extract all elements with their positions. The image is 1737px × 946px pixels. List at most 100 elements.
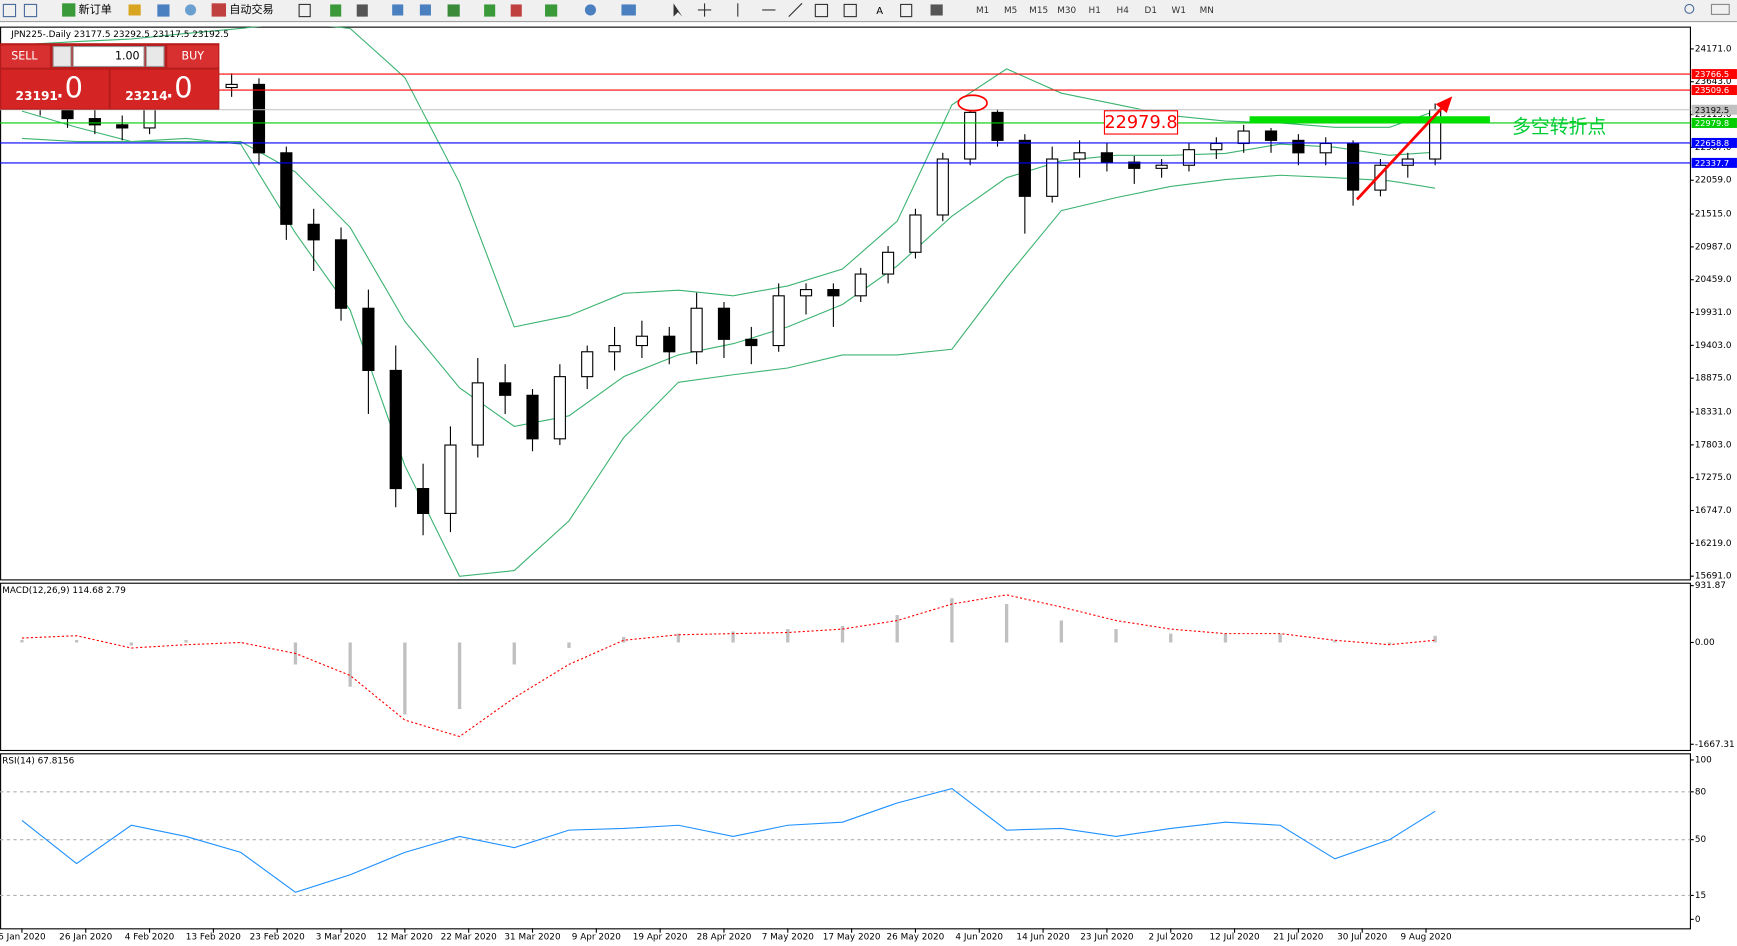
candle-body (362, 307, 375, 371)
candle-body (1237, 130, 1250, 145)
y-tick-label: 20459.0 (1695, 275, 1732, 285)
candle-body (307, 223, 320, 241)
candle-body (635, 335, 649, 347)
y-tick-label: 18875.0 (1695, 374, 1732, 384)
candle-body (252, 83, 266, 154)
x-tick-label: 12 Jul 2020 (1209, 933, 1260, 943)
bollinger-band (21, 26, 1436, 328)
y-tick-label: 16219.0 (1695, 539, 1732, 549)
timeframe-button[interactable]: D1 (1145, 6, 1157, 16)
candle-body (799, 289, 813, 297)
y-tick-label: -1667.31 (1695, 740, 1735, 750)
candle-body (1182, 149, 1196, 166)
x-tick-label: 4 Jun 2020 (955, 933, 1003, 943)
volume-down[interactable] (52, 45, 72, 68)
y-tick-label: 16747.0 (1695, 506, 1732, 516)
sell-pips: .0 (55, 71, 82, 105)
chart-title: JPN225-.Daily 23177.5 23292.5 23117.5 23… (10, 30, 229, 40)
buy-button[interactable] (167, 45, 219, 68)
new-order-button[interactable]: 新订单 (79, 2, 112, 16)
candle-body (1046, 158, 1059, 197)
macd-bar (567, 642, 571, 648)
timeframe-button[interactable]: H4 (1117, 6, 1130, 16)
x-tick-label: 6 Jan 2020 (0, 933, 46, 943)
x-tick-label: 13 Feb 2020 (186, 933, 242, 943)
timeframe-button[interactable]: M1 (976, 6, 989, 16)
y-tick-label: 23643.0 (1695, 77, 1732, 87)
timeframe-button[interactable]: H1 (1089, 6, 1101, 16)
candle-body (1264, 130, 1278, 141)
y-tick-label: 100 (1695, 755, 1712, 765)
timeframe-button[interactable]: W1 (1172, 6, 1186, 16)
auto-trading-button[interactable]: 自动交易 (229, 2, 273, 16)
buy-pips: .0 (165, 71, 192, 105)
candle-body (1374, 164, 1387, 191)
candle-body (936, 158, 949, 216)
y-tick-label: 20987.0 (1695, 242, 1732, 252)
level-label-box (1103, 110, 1179, 135)
sell-label: SELL (11, 49, 38, 62)
price-level-label: 22658.8 (1695, 138, 1729, 148)
timeframe-button[interactable]: M5 (1004, 6, 1017, 16)
y-tick-label: 21515.0 (1695, 210, 1732, 220)
price-level-label: 22337.7 (1695, 158, 1729, 168)
y-tick-label: 24171.0 (1695, 44, 1732, 54)
macd-bar (74, 640, 79, 643)
buy-price-button[interactable] (110, 69, 219, 109)
candle-body (964, 111, 977, 160)
macd-bar (20, 640, 24, 643)
candle-body (854, 273, 867, 297)
y-tick-label: 22059.0 (1695, 176, 1732, 186)
y-tick-label: 50 (1695, 835, 1707, 845)
candle-body (1018, 139, 1031, 197)
x-tick-label: 30 Jul 2020 (1337, 933, 1388, 943)
price-level-tag (1691, 85, 1737, 96)
y-tick-label: 931.87 (1695, 581, 1726, 591)
candle-body (444, 444, 457, 514)
x-tick-label: 9 Aug 2020 (1400, 933, 1451, 943)
candle-body (334, 239, 348, 309)
macd-bar (129, 642, 133, 646)
candle-body (389, 369, 402, 490)
macd-bar (1114, 629, 1118, 643)
toolbar (0, 0, 1737, 22)
y-tick-label: 23115.0 (1695, 110, 1732, 120)
sell-button[interactable] (1, 45, 50, 68)
x-tick-label: 2 Jul 2020 (1148, 933, 1193, 943)
x-tick-label: 23 Feb 2020 (250, 933, 306, 943)
candle-body (1292, 139, 1305, 154)
timeframe-bar: M1 M5 M15 M30 H1 H4 D1 W1 MN (976, 6, 1214, 16)
volume-input[interactable] (72, 45, 145, 68)
macd-bar (1169, 633, 1173, 643)
macd-bar (1387, 642, 1392, 645)
toolbar-icons: A (2, 2, 1730, 18)
x-tick-label: 26 Jan 2020 (59, 933, 112, 943)
candle-body (1210, 142, 1223, 151)
candle-body (280, 152, 293, 225)
macd-bar (840, 626, 845, 643)
candle-body (88, 118, 101, 126)
candle-body (690, 307, 703, 353)
macd-signal (21, 594, 1436, 738)
timeframe-button[interactable]: M30 (1057, 6, 1076, 16)
macd-bar (239, 642, 243, 644)
one-click-trading-panel: SELL 1.00 BUY 23191 .0 23214 .0 (0, 43, 220, 110)
macd-bar (1223, 633, 1228, 643)
candle-body (225, 83, 238, 89)
y-tick-label: 17803.0 (1695, 440, 1732, 450)
candle-body (581, 351, 594, 378)
macd-bar (403, 642, 407, 715)
price-level-label: 22979.8 (1695, 118, 1729, 128)
timeframe-button[interactable]: MN (1200, 6, 1214, 16)
macd-bar (950, 598, 954, 643)
chart-title: MACD(12,26,9) 114.68 2.79 (2, 586, 126, 596)
highlight-ellipse (957, 94, 988, 112)
sell-price-button[interactable] (1, 69, 109, 109)
buy-price: 23214 (125, 89, 167, 103)
x-tick-label: 19 Apr 2020 (633, 933, 688, 943)
timeframe-button[interactable]: M15 (1029, 6, 1048, 16)
volume-up[interactable] (145, 45, 165, 68)
x-tick-label: 4 Feb 2020 (125, 933, 175, 943)
candle-body (499, 382, 512, 396)
